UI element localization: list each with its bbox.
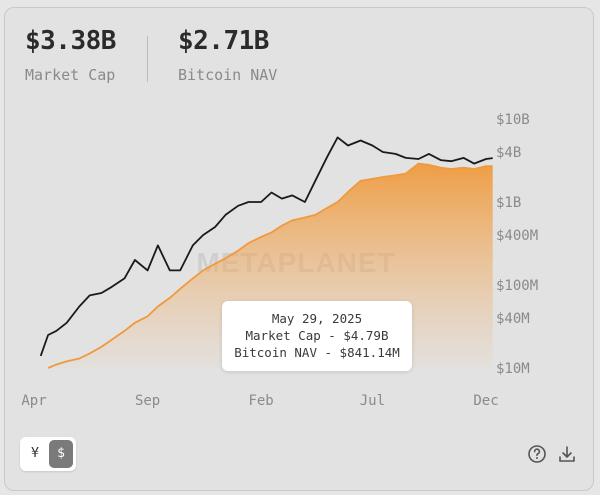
x-tick-label: Apr (21, 393, 46, 409)
y-tick-label: $400M (496, 228, 538, 244)
y-tick-label: $10M (496, 361, 530, 377)
bitcoin-nav-label: Bitcoin NAV (178, 66, 278, 84)
y-tick-label: $10B (496, 112, 530, 128)
download-icon[interactable] (557, 444, 579, 466)
market-cap-label: Market Cap (25, 66, 116, 84)
tooltip-market-cap: Market Cap - $4.79B (245, 328, 389, 343)
x-tick-label: Jul (360, 393, 385, 409)
currency-usd-button[interactable]: $ (49, 440, 73, 468)
market-cap-line (39, 136, 493, 357)
tooltip-bitcoin-nav: Bitcoin NAV - $841.14M (234, 345, 400, 360)
market-cap-value: $3.38B (25, 26, 116, 56)
y-tick-label: $100M (496, 278, 538, 294)
x-tick-label: Feb (248, 393, 273, 409)
stat-divider (147, 36, 148, 82)
bitcoin-nav-line (47, 162, 493, 369)
y-tick-label: $1B (496, 195, 521, 211)
help-circle-icon[interactable] (527, 444, 549, 466)
tooltip-date: May 29, 2025 (271, 311, 363, 326)
currency-yen-button[interactable]: ¥ (31, 446, 39, 461)
x-tick-label: Dec (473, 393, 498, 409)
y-tick-label: $40M (496, 311, 530, 327)
chart-tooltip: May 29, 2025 Market Cap - $4.79B Bitcoin… (222, 301, 412, 371)
currency-toggle: ¥ $ (20, 437, 76, 471)
bitcoin-nav-value: $2.71B (178, 26, 269, 56)
x-tick-label: Sep (135, 393, 160, 409)
y-tick-label: $4B (496, 145, 521, 161)
